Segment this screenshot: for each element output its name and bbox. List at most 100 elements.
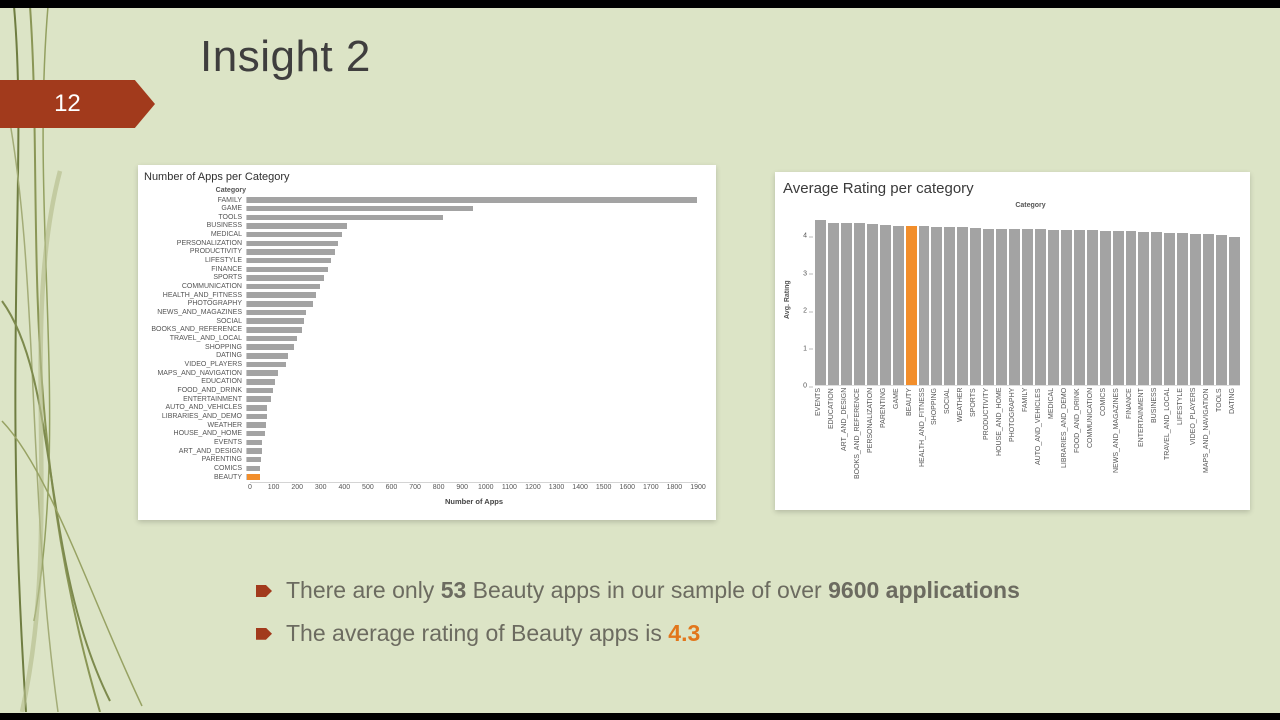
- hbar-auto_and_vehicles: [247, 405, 268, 411]
- vbar-comics: [1099, 230, 1111, 385]
- hbar-productivity: [247, 249, 335, 255]
- hbar-category-label: BOOKS_AND_REFERENCE: [151, 326, 242, 334]
- hbar-track: [246, 240, 698, 247]
- hbar-category-label: TOOLS: [218, 213, 242, 221]
- vbar-category-label: PRODUCTIVITY: [983, 388, 991, 441]
- hbar-category-label: ART_AND_DESIGN: [178, 447, 242, 455]
- vbar-photography: [1009, 229, 1020, 385]
- vbar-category-label: EVENTS: [815, 388, 822, 417]
- x-tick-label: 100: [267, 484, 280, 491]
- vbar-category-label: LIFESTYLE: [1177, 388, 1185, 425]
- hbar-track: [246, 283, 698, 290]
- hbar-row: NEWS_AND_MAGAZINES: [144, 309, 698, 317]
- hbar-finance: [247, 266, 328, 272]
- vbar-category-label: VIDEO_PLAYERS: [1190, 388, 1198, 446]
- hbar-food_and_drink: [247, 387, 274, 394]
- hbar-category-label: PERSONALIZATION: [176, 239, 242, 247]
- vbar-category-label: COMMUNICATION: [1086, 388, 1094, 449]
- hbar-category-label: WEATHER: [207, 421, 242, 429]
- vbar-personalization: [866, 224, 878, 385]
- hbar-category-label: LIFESTYLE: [205, 257, 242, 265]
- hbar-track: [246, 465, 698, 472]
- vbar-libraries_and_demo: [1060, 230, 1072, 385]
- y-tick-label: 1: [803, 345, 813, 353]
- hbar-track: [246, 474, 698, 480]
- hbar-track: [246, 318, 698, 324]
- vbar-game: [892, 225, 904, 385]
- hbar-travel_and_local: [247, 335, 298, 342]
- y-tick-label: 4: [803, 232, 813, 240]
- hbar-track: [246, 223, 698, 229]
- hbar-track: [246, 214, 698, 221]
- hbar-lifestyle: [247, 257, 331, 264]
- hbar-category-label: VIDEO_PLAYERS: [184, 360, 242, 368]
- hbar-news_and_magazines: [247, 309, 307, 316]
- hbar-category-label: BUSINESS: [206, 222, 242, 230]
- vbar-parenting: [879, 225, 891, 385]
- hbar-business: [247, 223, 347, 229]
- x-tick-label: 500: [362, 484, 374, 491]
- y-tick-label: 3: [803, 270, 813, 278]
- vbar-category-label: ENTERTAINMENT: [1138, 388, 1146, 447]
- hbar-track: [246, 353, 698, 359]
- vbar-bars: [815, 214, 1240, 386]
- hbar-row: BEAUTY: [144, 474, 698, 481]
- vbar-category-label: MEDICAL: [1047, 388, 1055, 420]
- vbar-food_and_drink: [1073, 230, 1085, 385]
- vbar-category-label: PARENTING: [879, 388, 887, 429]
- hbar-track: [246, 292, 698, 298]
- hbar-row: LIBRARIES_AND_DEMO: [144, 413, 698, 420]
- vbar-category-label: HOUSE_AND_HOME: [996, 388, 1004, 457]
- vbar-plot: Avg. Rating 0 1 2 3 4 EVENTS EDUCATION ART_AND…: [783, 214, 1240, 485]
- hbar-category-label: AUTO_AND_VEHICLES: [165, 404, 242, 412]
- hbar-education: [247, 379, 276, 385]
- hbar-comics: [247, 465, 261, 472]
- vbar-category-label: SOCIAL: [944, 388, 952, 414]
- hbar-track: [246, 430, 698, 437]
- x-tick-label: 1400: [572, 484, 588, 491]
- x-tick-label: 1500: [595, 484, 612, 491]
- vbar-category-label: EDUCATION: [827, 388, 835, 429]
- vbar-auto_and_vehicles: [1034, 229, 1046, 385]
- vbar-category-label: MAPS_AND_NAVIGATION: [1203, 388, 1211, 473]
- hbar-category-label: HEALTH_AND_FITNESS: [162, 291, 242, 299]
- hbar-communication: [247, 283, 320, 290]
- vbar-category-label: AUTO_AND_VEHICLES: [1034, 388, 1042, 465]
- vbar-events: [815, 219, 826, 385]
- hbar-row: FAMILY: [144, 197, 698, 204]
- hbar-category-label: PHOTOGRAPHY: [187, 300, 242, 308]
- page-title: Insight 2: [200, 32, 371, 81]
- vbar-productivity: [983, 228, 995, 385]
- hbar-social: [247, 318, 304, 324]
- vbar-medical: [1047, 229, 1059, 385]
- bullet-text: The average rating of Beauty apps is 4.3: [286, 619, 701, 646]
- hbar-track: [246, 405, 698, 411]
- letterbox-top: [0, 0, 1280, 8]
- hbar-category-label: MEDICAL: [210, 231, 242, 239]
- hbar-track: [246, 413, 698, 420]
- hbar-row: PARENTING: [144, 456, 698, 463]
- hbar-track: [246, 422, 698, 428]
- hbar-game: [247, 205, 473, 212]
- hbar-category-label: COMMUNICATION: [181, 283, 242, 291]
- hbar-row: SOCIAL: [144, 318, 698, 325]
- hbar-weather: [247, 422, 266, 428]
- x-tick-label: 600: [385, 484, 398, 491]
- hbar-row: VIDEO_PLAYERS: [144, 360, 698, 368]
- x-tick-label: 900: [456, 484, 469, 491]
- hbar-track: [246, 439, 698, 446]
- hbar-category-label: COMICS: [214, 464, 242, 472]
- vbar-category-label: ART_AND_DESIGN: [840, 388, 848, 452]
- vbar-dating: [1229, 237, 1240, 385]
- vbar-weather: [957, 227, 969, 385]
- hbar-category-label: NEWS_AND_MAGAZINES: [157, 309, 242, 317]
- hbar-row: COMMUNICATION: [144, 283, 698, 291]
- hbar-track: [246, 249, 698, 255]
- vbar-labels: EVENTS EDUCATION ART_AND_DESIGN BOOKS_AND_R…: [815, 388, 1240, 485]
- hbar-category-label: ENTERTAINMENT: [183, 395, 242, 403]
- hbar-beauty: [247, 474, 260, 480]
- left-chart-title: Number of Apps per Category: [144, 171, 290, 183]
- hbar-row: MAPS_AND_NAVIGATION: [144, 370, 698, 377]
- hbar-rows: FAMILY GAME TOOLS BUSINESS MEDICAL PERSONALIZ…: [144, 197, 698, 481]
